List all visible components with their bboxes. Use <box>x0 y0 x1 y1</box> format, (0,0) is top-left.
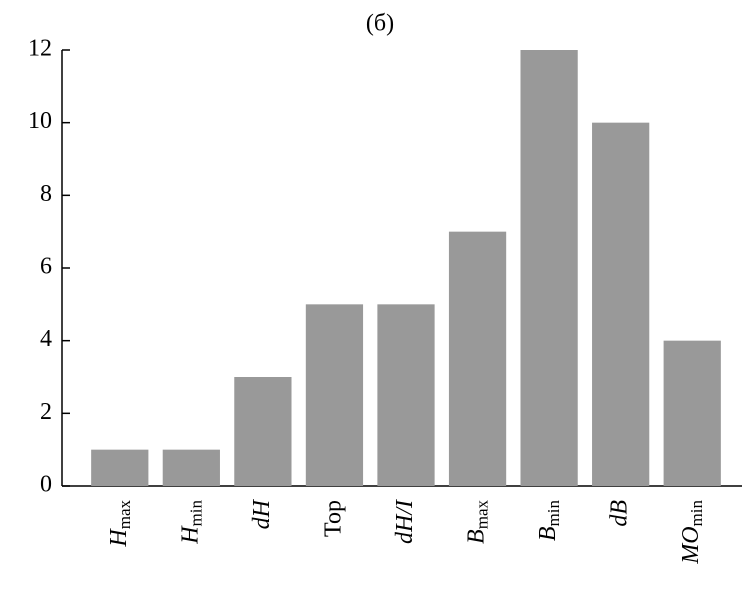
x-tick-label-base: Top <box>320 500 346 537</box>
y-tick-label: 8 <box>40 181 52 207</box>
x-tick-label: Top <box>320 500 346 537</box>
x-tick-label-base: H <box>177 525 203 545</box>
bar <box>520 50 578 486</box>
x-tick-label: dH/I <box>392 499 418 544</box>
x-tick-label-base: dB <box>606 500 632 527</box>
x-tick-label: MOmin <box>678 500 706 565</box>
bar <box>448 231 507 486</box>
bar <box>592 122 650 487</box>
x-tick-label: dB <box>606 500 632 527</box>
x-tick-label-sub: max <box>472 500 491 530</box>
x-tick-label-base: dH <box>248 498 274 529</box>
y-tick-label: 4 <box>40 326 52 352</box>
chart-title: (б) <box>366 11 394 37</box>
bar <box>663 340 721 486</box>
bar <box>377 304 435 486</box>
x-tick-label-sub: min <box>186 500 205 527</box>
x-tick-label-base: B <box>535 526 561 541</box>
y-tick-label: 6 <box>40 254 52 280</box>
bar <box>234 377 292 486</box>
x-tick-label: dH <box>248 498 274 529</box>
x-tick-label: Hmax <box>105 500 133 548</box>
x-tick-label-base: B <box>463 529 489 544</box>
x-tick-label-sub: min <box>544 500 563 527</box>
bar <box>91 449 149 486</box>
y-tick-label: 10 <box>28 108 52 134</box>
y-tick-label: 12 <box>28 36 52 62</box>
x-tick-label: Hmin <box>177 500 205 545</box>
x-tick-label-sub: min <box>687 500 706 527</box>
x-tick-label-base: dH/I <box>392 499 418 544</box>
x-tick-label: Bmax <box>463 500 491 544</box>
y-tick-label: 0 <box>40 472 52 498</box>
x-tick-label-base: MO <box>678 526 704 564</box>
x-tick-label-sub: max <box>115 500 134 530</box>
bar <box>162 449 220 486</box>
x-tick-label-base: H <box>105 528 131 548</box>
y-tick-label: 2 <box>40 399 52 425</box>
bar <box>305 304 364 486</box>
x-tick-label: Bmin <box>535 500 563 542</box>
